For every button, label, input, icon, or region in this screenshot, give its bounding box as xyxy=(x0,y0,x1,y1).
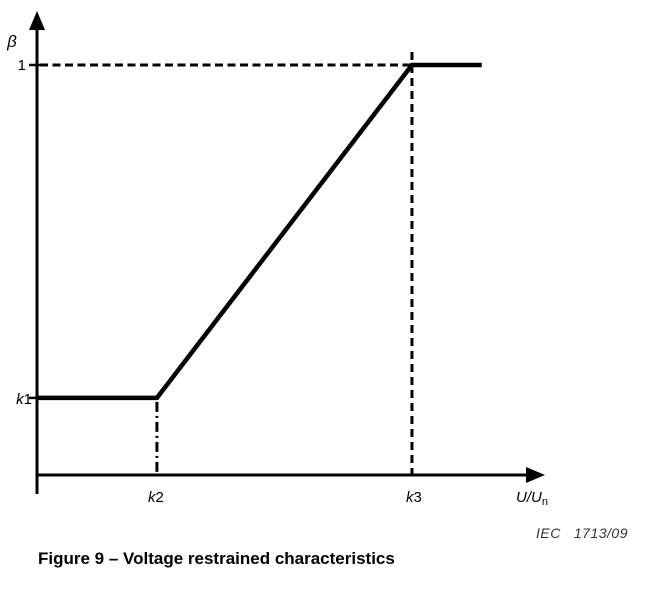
x-tick-label-k2: k2 xyxy=(148,489,164,506)
y-tick-label-k1: k1 xyxy=(16,391,32,408)
y-axis-arrow-icon xyxy=(29,11,45,30)
y-tick-label-one: 1 xyxy=(18,57,26,74)
y-axis-label: β xyxy=(6,32,17,51)
x-axis-arrow-icon xyxy=(526,467,545,483)
iec-credit: IEC 1713/09 xyxy=(536,525,628,541)
figure-caption: Figure 9 – Voltage restrained characteri… xyxy=(38,549,395,568)
characteristic-curve xyxy=(37,62,482,401)
x-tick-label-k3: k3 xyxy=(406,489,422,506)
x-axis-label: U/Un xyxy=(516,489,548,508)
chart-canvas: β U/Un 1 k1 k2 k3 IEC 1713/09 xyxy=(6,11,628,541)
